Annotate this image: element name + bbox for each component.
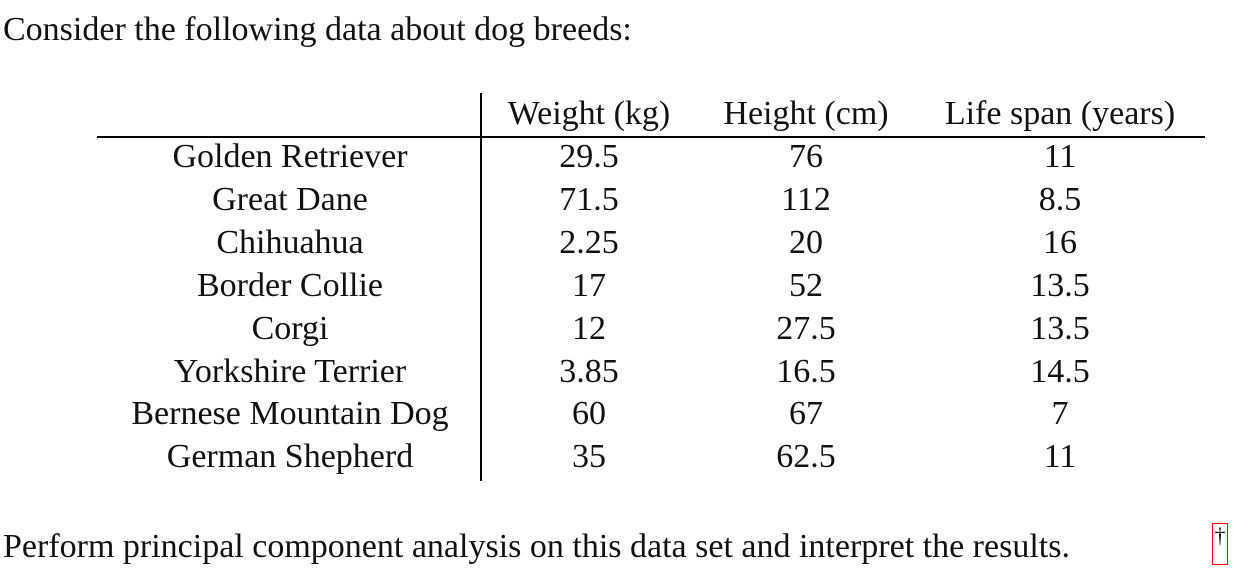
- table-cell: 16: [1043, 223, 1077, 261]
- row-label: Great Dane: [212, 180, 368, 218]
- row-label: Bernese Mountain Dog: [131, 395, 449, 433]
- table-cell: 11: [1043, 138, 1077, 175]
- column-rule: [480, 93, 482, 481]
- table-cell: 17: [572, 266, 606, 304]
- table-cell: 60: [572, 395, 606, 433]
- column-header: Height (cm): [723, 95, 889, 132]
- table-cell: 35: [572, 438, 606, 476]
- table-cell: 13.5: [1030, 309, 1090, 347]
- outro-text: Perform principal component analysis on …: [3, 528, 1070, 565]
- table-cell: 11: [1043, 438, 1077, 476]
- row-label: Golden Retriever: [172, 138, 408, 175]
- table-cell: 112: [781, 180, 831, 218]
- table-cell: 8.5: [1038, 180, 1082, 218]
- row-label: Corgi: [251, 309, 329, 347]
- table-cell: 13.5: [1030, 266, 1090, 304]
- column-header: Weight (kg): [507, 95, 671, 132]
- table-cell: 76: [789, 138, 823, 175]
- footnote-link[interactable]: †: [1212, 523, 1228, 565]
- column-header: Life span (years): [944, 95, 1176, 132]
- table-cell: 20: [789, 223, 823, 261]
- row-label: Chihuahua: [216, 223, 364, 261]
- table-cell: 52: [789, 266, 823, 304]
- table-cell: 3.85: [559, 352, 619, 390]
- table-cell: 16.5: [776, 352, 836, 390]
- header-rule: [97, 136, 1205, 138]
- table-cell: 14.5: [1030, 352, 1090, 390]
- row-label: Border Collie: [196, 266, 384, 304]
- table-cell: 12: [572, 309, 606, 347]
- table-cell: 7: [1051, 395, 1069, 433]
- table-cell: 71.5: [559, 180, 619, 218]
- table-cell: 27.5: [776, 309, 836, 347]
- table-cell: 62.5: [776, 438, 836, 476]
- table-cell: 2.25: [559, 223, 619, 261]
- table-cell: 29.5: [559, 138, 619, 175]
- row-label: German Shepherd: [166, 438, 414, 476]
- table-cell: 67: [789, 395, 823, 433]
- intro-text: Consider the following data about dog br…: [3, 11, 632, 48]
- row-label: Yorkshire Terrier: [173, 352, 407, 390]
